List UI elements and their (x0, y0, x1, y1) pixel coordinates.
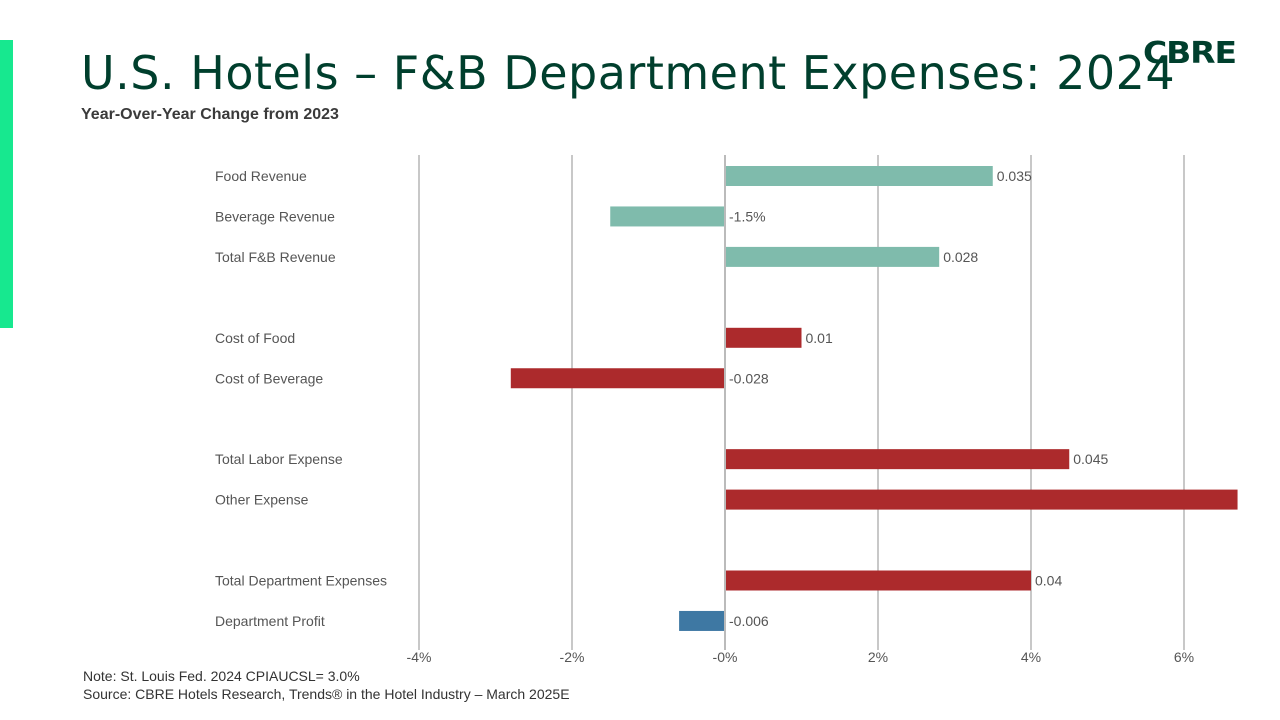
data-label: 0.045 (1073, 451, 1108, 467)
x-tick-label: 2% (868, 649, 888, 665)
x-tick-label: 6% (1174, 649, 1194, 665)
data-label: 0.028 (943, 249, 978, 265)
category-label: Total F&B Revenue (215, 249, 336, 265)
x-tick-label: -2% (560, 649, 585, 665)
data-label: -0.006 (729, 613, 769, 629)
category-label: Other Expense (215, 492, 309, 508)
data-label: -0.028 (729, 370, 769, 386)
bar-total-labor-expense (725, 449, 1070, 470)
category-label: Food Revenue (215, 168, 307, 184)
category-label: Cost of Beverage (215, 370, 323, 386)
category-label: Department Profit (215, 613, 325, 629)
note-text: Note: St. Louis Fed. 2024 CPIAUCSL= 3.0% (83, 668, 360, 684)
footnote: Note: St. Louis Fed. 2024 CPIAUCSL= 3.0%… (83, 667, 603, 703)
x-tick-label: -4% (407, 649, 432, 665)
category-label: Total Department Expenses (215, 573, 387, 589)
data-label: -1.5% (729, 208, 766, 224)
bar-beverage-revenue (610, 206, 725, 227)
bar-department-profit (679, 610, 725, 631)
x-tick-label: 4% (1021, 649, 1041, 665)
bar-total-f-b-revenue (725, 246, 940, 267)
page-subtitle: Year-Over-Year Change from 2023 (81, 106, 339, 123)
bar-chart: -4% -2% -0% 2% 4% 6% Food Revenue 0.035 Beverage… (215, 155, 1238, 665)
cbre-logo: CBRE (1143, 36, 1237, 71)
category-label: Total Labor Expense (215, 451, 343, 467)
bar-other-expense (725, 489, 1238, 510)
accent-bar (0, 40, 13, 328)
source-text: Source: CBRE Hotels Research, Trends® in… (83, 686, 570, 702)
data-label: 0.04 (1035, 573, 1062, 589)
bar-food-revenue (725, 166, 993, 186)
category-label: Beverage Revenue (215, 208, 335, 224)
category-label: Cost of Food (215, 330, 295, 346)
bar-cost-of-beverage (510, 368, 725, 389)
x-tick-label: -0% (713, 649, 738, 665)
data-label: 0.01 (806, 330, 833, 346)
bar-total-department-expenses (725, 570, 1031, 591)
page-title: U.S. Hotels – F&B Department Expenses: 2… (81, 46, 1176, 100)
bar-cost-of-food (725, 327, 802, 348)
data-label: 0.035 (997, 168, 1032, 184)
